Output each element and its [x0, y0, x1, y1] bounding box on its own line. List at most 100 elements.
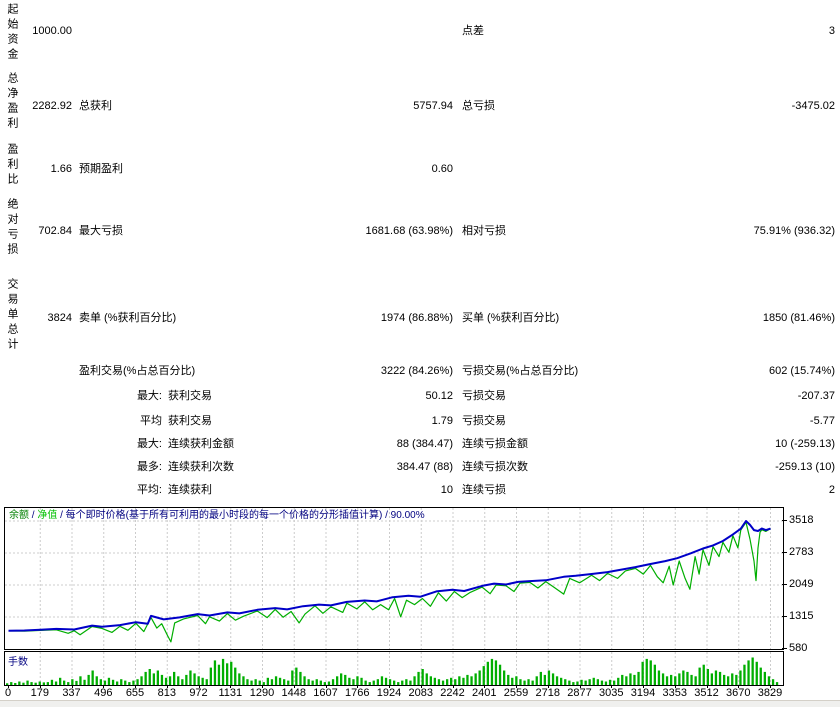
x-axis-tick [103, 685, 105, 688]
stats-row: 最多: 连续获利次数 384.47 (88) 连续亏损次数 -259.13 (10) [0, 460, 840, 474]
y-axis-label: 2049 [789, 578, 814, 590]
stat-value: 1974 (86.88%) [380, 312, 453, 324]
stats-row: 最大: 获利交易 50.12 亏损交易 -207.37 [0, 389, 840, 403]
stat-prefix: 最大: [136, 390, 162, 402]
stat-value: -3475.02 [791, 100, 835, 112]
x-axis-label: 813 [157, 687, 176, 699]
stat-value: 10 [440, 484, 453, 496]
x-axis-label: 2242 [440, 687, 465, 699]
x-axis-tick [389, 685, 390, 688]
stats-row: 702.84 最大亏损 1681.68 (63.98%) 相对亏损 75.91% (93… [0, 224, 840, 238]
x-axis-label: 1290 [249, 687, 275, 699]
balance-equity-chart[interactable]: 余额 / 净值 / 每个即时价格(基于所有可利用的最小时段的每一个价格的分形插值… [4, 507, 784, 650]
stat-label: 最大亏损 [79, 225, 123, 237]
lots-label: 手数 [8, 657, 28, 668]
stat-value: 3222 (84.26%) [380, 365, 453, 377]
y-axis-label: 2783 [789, 546, 814, 558]
lots-chart[interactable]: 手数 [4, 651, 784, 686]
x-axis-tick [8, 685, 9, 688]
x-axis-tick [262, 685, 263, 688]
x-axis-tick [39, 685, 41, 688]
stat-prefix: 最大: [136, 438, 162, 450]
x-axis-label: 3512 [694, 687, 719, 699]
stat-value: 50.12 [425, 390, 453, 402]
x-axis-tick [198, 685, 200, 688]
stat-value: 0.60 [431, 163, 453, 175]
stat-label: 连续获利金额 [168, 438, 234, 450]
stat-label: 预期盈利 [79, 163, 123, 175]
stat-label: 盈利交易(%占总百分比) [79, 365, 196, 377]
x-axis-label: 0 [4, 687, 12, 699]
stats-row: 最大: 连续获利金额 88 (384.47) 连续亏损金额 10 (-259.13) [0, 437, 840, 451]
x-axis-tick [738, 685, 740, 688]
legend-separator: / [29, 510, 38, 521]
x-axis-label: 1448 [281, 687, 307, 699]
lots-bars-plot [6, 652, 779, 685]
stat-label: 获利交易 [168, 390, 212, 402]
y-axis-label: 580 [789, 642, 808, 654]
stat-label: 总获利 [79, 100, 112, 112]
stat-label: 连续获利次数 [168, 461, 234, 473]
stat-value: 2282.92 [32, 100, 72, 112]
stat-value: 10 (-259.13) [775, 438, 835, 450]
stat-label: 获利交易 [168, 415, 212, 427]
x-axis-label: 1131 [218, 687, 243, 699]
stat-label: 卖单 (%获利百分比) [79, 312, 177, 324]
x-axis-label: 2559 [503, 687, 529, 699]
x-axis-tick [611, 685, 613, 688]
section-side-label: 起始资金 [6, 3, 18, 63]
stat-label: 买单 (%获利百分比) [462, 312, 560, 324]
stats-row: 平均 获利交易 1.79 亏损交易 -5.77 [0, 414, 840, 428]
x-axis-label: 2877 [567, 687, 592, 699]
x-axis-tick [325, 685, 327, 688]
stat-prefix: 平均 [140, 415, 162, 427]
stat-value: 1.66 [50, 163, 72, 175]
x-axis-label: 972 [189, 687, 208, 699]
stat-value: 5757.94 [413, 100, 453, 112]
y-axis-tick [782, 648, 787, 649]
balance-equity-plot [5, 508, 783, 649]
stat-value: 384.47 (88) [396, 461, 453, 473]
stat-value: 702.84 [38, 225, 72, 237]
stat-label: 总亏损 [462, 100, 495, 112]
stat-label: 连续亏损金额 [462, 438, 528, 450]
y-axis-label: 1315 [789, 610, 814, 622]
stat-value: 602 (15.74%) [768, 365, 835, 377]
stat-value: 2 [828, 484, 835, 496]
x-axis-label: 496 [94, 687, 113, 699]
x-axis-label: 2718 [535, 687, 561, 699]
stat-value: 1000.00 [32, 25, 72, 37]
x-axis-tick [770, 685, 771, 688]
chart-legend: 余额 / 净值 / 每个即时价格(基于所有可利用的最小时段的每一个价格的分形插值… [9, 510, 425, 521]
y-axis-label: 3518 [789, 514, 814, 526]
x-axis-label: 1766 [345, 687, 370, 699]
stat-prefix: 最多: [136, 461, 162, 473]
stat-value: 75.91% (936.32) [753, 225, 835, 237]
stats-row: 平均: 连续获利 10 连续亏损 2 [0, 483, 840, 497]
report-statistics: 起始资金 总净盈利 盈利比 绝对亏损 交易单总计 1000.00 点差 3 2282.92 总获利… [0, 3, 840, 497]
section-side-label: 盈利比 [6, 143, 18, 188]
x-axis-tick [452, 685, 454, 688]
stat-prefix: 平均: [136, 484, 162, 496]
y-axis-tick [782, 584, 787, 585]
section-side-label: 绝对亏损 [6, 198, 18, 258]
stat-label: 连续亏损次数 [462, 461, 528, 473]
stats-row: 3824 卖单 (%获利百分比) 1974 (86.88%) 买单 (%获利百分比) 1… [0, 311, 840, 325]
x-axis-label: 3194 [630, 687, 656, 699]
x-axis-tick [674, 685, 676, 688]
y-axis-tick [782, 616, 787, 617]
x-axis-tick [484, 685, 486, 688]
stat-value: -5.77 [809, 415, 835, 427]
x-axis-label: 179 [30, 687, 49, 699]
stats-row: 1.66 预期盈利 0.60 [0, 162, 840, 176]
stat-label: 连续获利 [168, 484, 212, 496]
x-axis-tick [547, 685, 549, 688]
window-bottom-strip [0, 700, 840, 707]
x-axis-tick [420, 685, 422, 688]
stat-value: -207.37 [797, 390, 835, 402]
stat-value: 88 (384.47) [396, 438, 453, 450]
x-axis-label: 1924 [376, 687, 402, 699]
x-axis-tick [166, 685, 168, 688]
section-side-label: 交易单总计 [6, 278, 18, 353]
